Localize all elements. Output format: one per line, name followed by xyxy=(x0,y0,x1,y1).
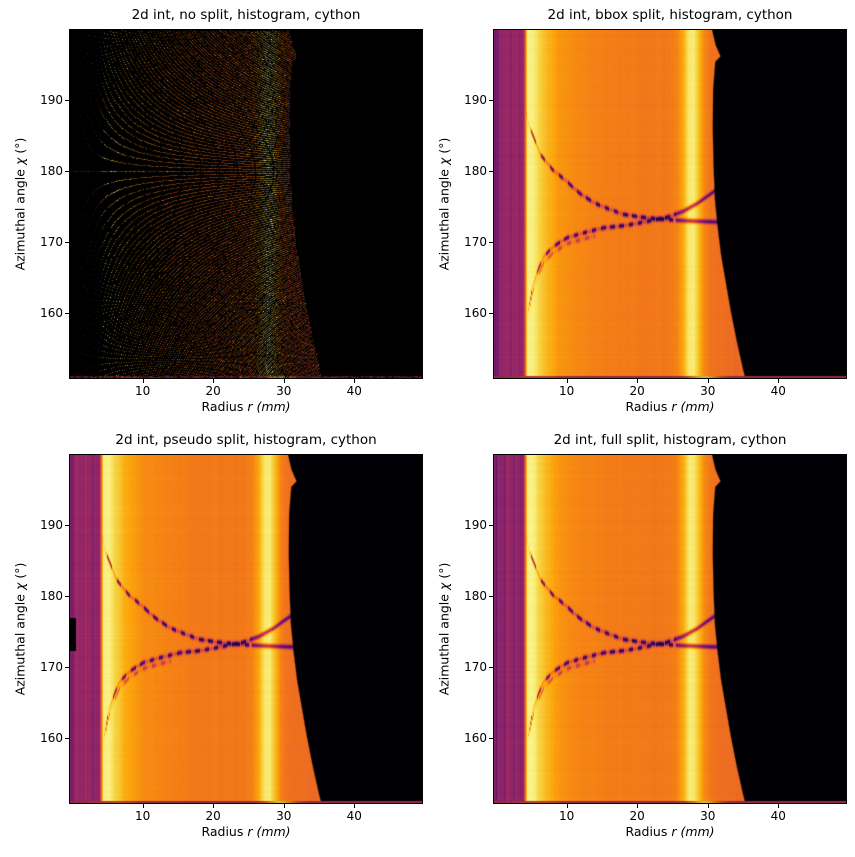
subplot-title-pseudo-split: 2d int, pseudo split, histogram, cython xyxy=(115,432,377,448)
y-tick-mark xyxy=(489,596,493,598)
y-tick-mark xyxy=(65,525,69,527)
x-tick-mark xyxy=(566,804,568,808)
y-tick-label: 170 xyxy=(40,234,63,249)
x-tick-label: 40 xyxy=(346,384,362,398)
y-tick-label: 190 xyxy=(40,93,63,108)
y-tick-mark xyxy=(489,171,493,173)
x-tick-mark xyxy=(142,804,144,808)
y-tick-mark xyxy=(65,666,69,668)
subplot-title-bbox-split: 2d int, bbox split, histogram, cython xyxy=(547,7,793,23)
x-tick-mark xyxy=(283,379,285,383)
x-tick-label: 10 xyxy=(559,809,575,823)
x-tick-label: 10 xyxy=(135,384,151,398)
x-tick-mark xyxy=(707,379,709,383)
y-tick-label: 190 xyxy=(464,93,487,108)
x-tick-label: 30 xyxy=(276,809,292,823)
y-axis-label: Azimuthal angle χ (°) xyxy=(436,562,452,696)
y-tick-label: 170 xyxy=(40,659,63,674)
y-tick-label: 160 xyxy=(40,305,63,320)
y-tick-label: 190 xyxy=(464,518,487,533)
x-axis-label: Radius r (mm) xyxy=(625,399,715,414)
y-tick-label: 190 xyxy=(40,518,63,533)
x-tick-mark xyxy=(778,379,780,383)
y-tick-mark xyxy=(65,596,69,598)
y-tick-label: 160 xyxy=(464,305,487,320)
x-tick-label: 10 xyxy=(559,384,575,398)
x-tick-mark xyxy=(213,379,215,383)
y-tick-label: 180 xyxy=(464,589,487,604)
y-tick-label: 160 xyxy=(40,730,63,745)
x-tick-mark xyxy=(637,804,639,808)
x-tick-mark xyxy=(354,379,356,383)
x-tick-label: 40 xyxy=(346,809,362,823)
x-tick-mark xyxy=(354,804,356,808)
x-axis-label: Radius r (mm) xyxy=(201,824,291,839)
heatmap-full-split xyxy=(494,455,846,803)
x-tick-mark xyxy=(566,379,568,383)
heatmap-no-split xyxy=(70,30,422,378)
y-tick-mark xyxy=(65,241,69,243)
x-tick-label: 40 xyxy=(770,384,786,398)
y-axis-label: Azimuthal angle χ (°) xyxy=(12,562,28,696)
subplot-title-full-split: 2d int, full split, histogram, cython xyxy=(553,432,787,448)
x-tick-mark xyxy=(142,379,144,383)
x-tick-label: 30 xyxy=(700,384,716,398)
x-tick-label: 10 xyxy=(135,809,151,823)
y-tick-mark xyxy=(489,666,493,668)
y-axis-label: Azimuthal angle χ (°) xyxy=(12,137,28,271)
plot-frame-pseudo-split xyxy=(69,454,423,804)
y-tick-mark xyxy=(489,737,493,739)
y-tick-mark xyxy=(489,241,493,243)
y-tick-mark xyxy=(489,100,493,102)
x-tick-mark xyxy=(283,804,285,808)
heatmap-bbox-split xyxy=(494,30,846,378)
y-tick-label: 180 xyxy=(40,164,63,179)
y-axis-label: Azimuthal angle χ (°) xyxy=(436,137,452,271)
x-tick-label: 20 xyxy=(205,384,221,398)
y-tick-mark xyxy=(65,100,69,102)
y-tick-mark xyxy=(489,525,493,527)
x-tick-mark xyxy=(213,804,215,808)
x-tick-label: 20 xyxy=(629,809,645,823)
y-tick-mark xyxy=(65,737,69,739)
x-tick-label: 40 xyxy=(770,809,786,823)
y-tick-label: 180 xyxy=(40,589,63,604)
subplot-title-no-split: 2d int, no split, histogram, cython xyxy=(131,7,361,23)
y-tick-label: 170 xyxy=(464,659,487,674)
y-tick-mark xyxy=(489,312,493,314)
x-tick-mark xyxy=(707,804,709,808)
plot-frame-full-split xyxy=(493,454,847,804)
y-tick-mark xyxy=(65,171,69,173)
y-tick-label: 170 xyxy=(464,234,487,249)
x-tick-label: 30 xyxy=(276,384,292,398)
y-tick-mark xyxy=(65,312,69,314)
plot-frame-bbox-split xyxy=(493,29,847,379)
x-tick-label: 20 xyxy=(205,809,221,823)
x-axis-label: Radius r (mm) xyxy=(625,824,715,839)
x-tick-mark xyxy=(778,804,780,808)
heatmap-pseudo-split xyxy=(70,455,422,803)
plot-frame-no-split xyxy=(69,29,423,379)
y-tick-label: 180 xyxy=(464,164,487,179)
x-tick-label: 30 xyxy=(700,809,716,823)
x-axis-label: Radius r (mm) xyxy=(201,399,291,414)
x-tick-label: 20 xyxy=(629,384,645,398)
x-tick-mark xyxy=(637,379,639,383)
y-tick-label: 160 xyxy=(464,730,487,745)
